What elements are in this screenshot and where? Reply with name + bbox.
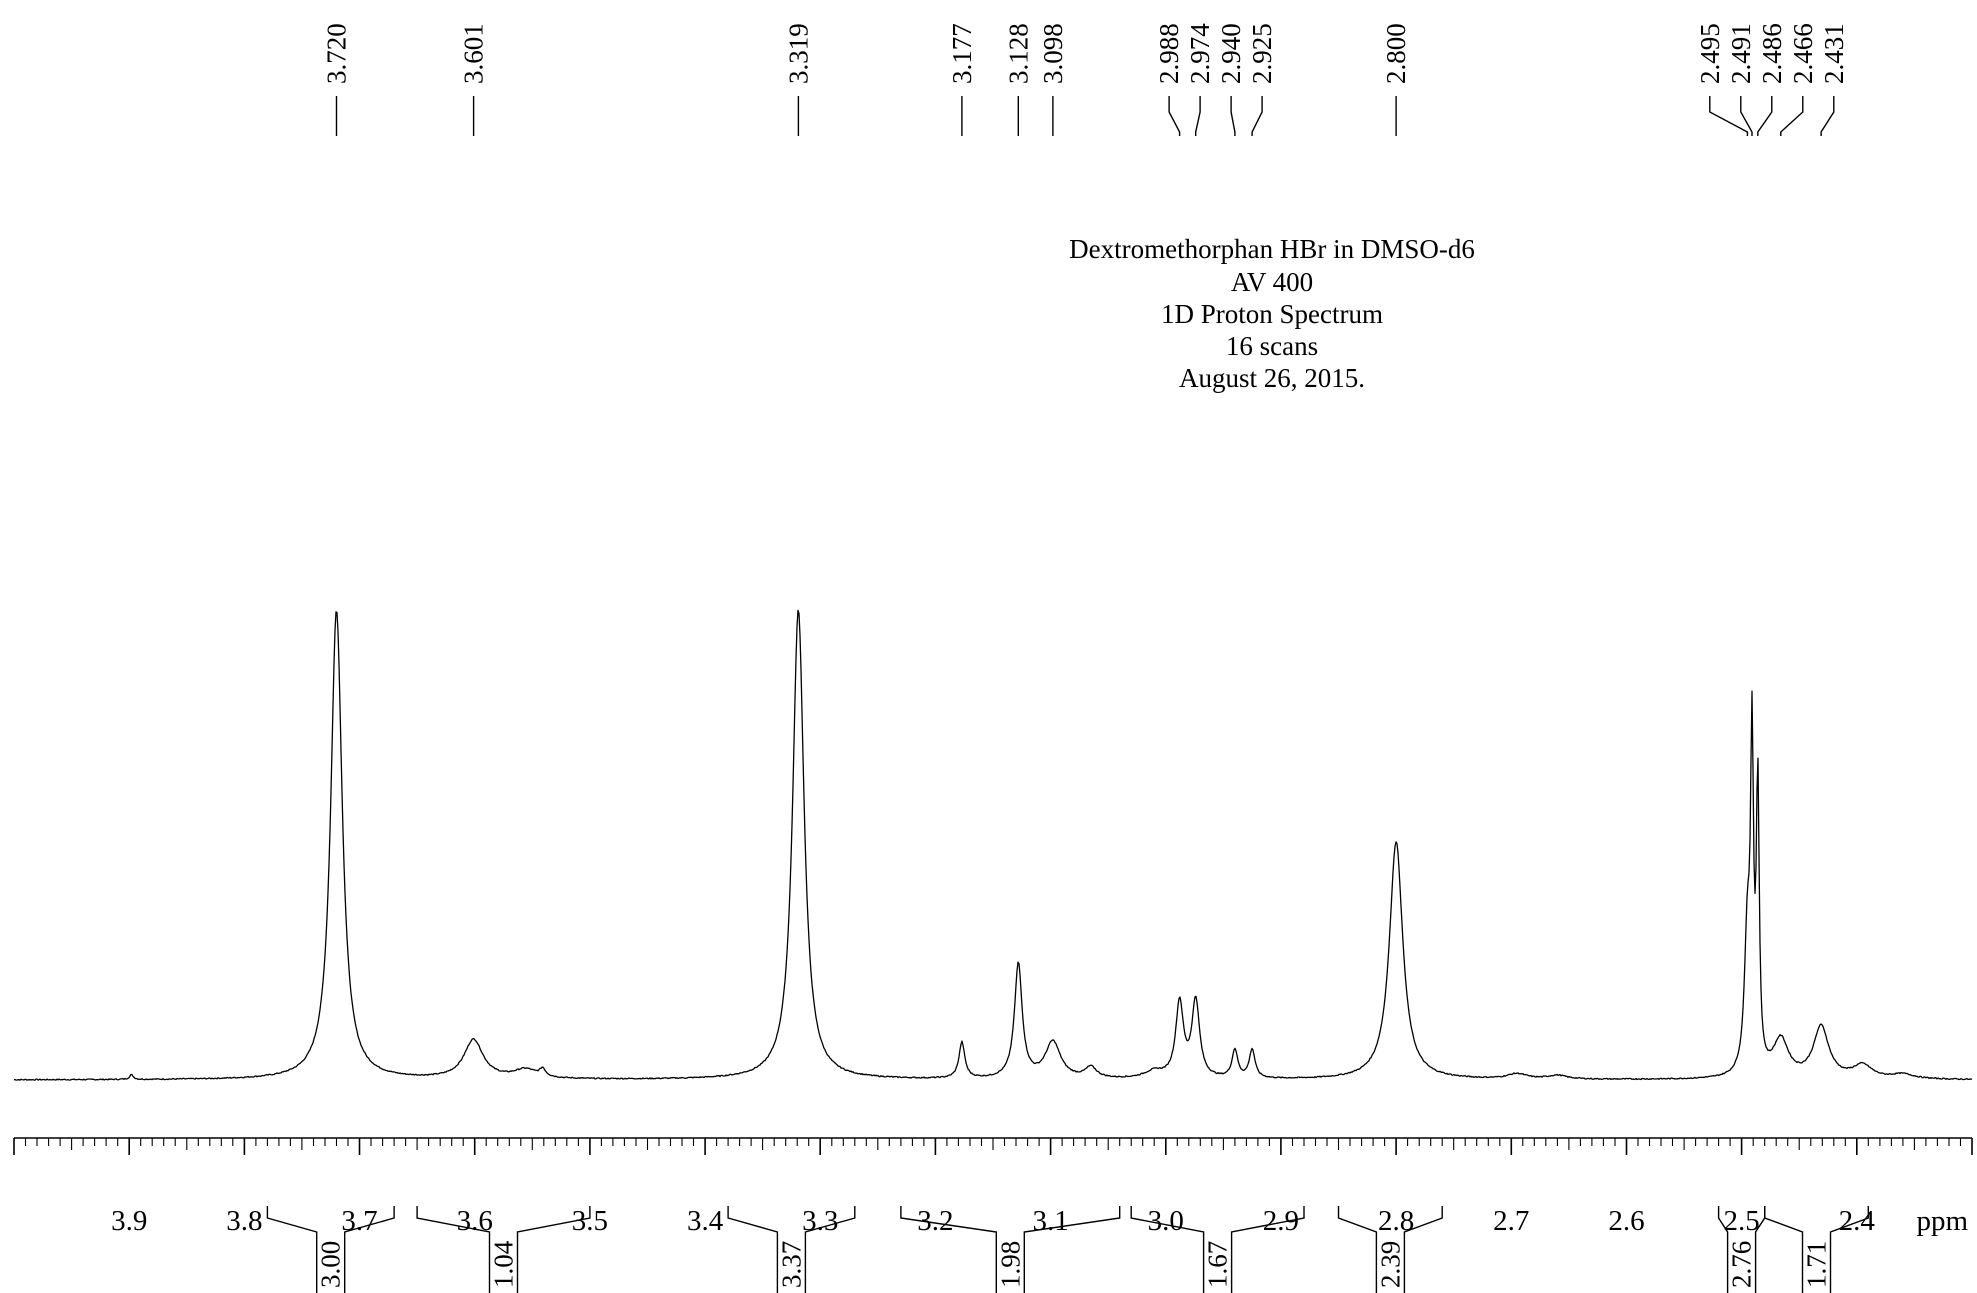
peak-label-group: 3.128 xyxy=(1003,23,1033,136)
peak-label: 2.800 xyxy=(1381,23,1411,84)
x-axis-tick-label: 3.0 xyxy=(1148,1205,1184,1237)
integral-value: 3.00 xyxy=(316,1241,346,1288)
x-axis-tick-label: 3.4 xyxy=(687,1205,724,1237)
integral-bracket: 2.39 xyxy=(1337,1206,1443,1293)
integral-bracket-line xyxy=(416,1206,591,1293)
integral-bracket: 3.37 xyxy=(727,1206,856,1293)
info-line-experiment: 1D Proton Spectrum xyxy=(1161,299,1383,329)
peak-label-group: 2.486 xyxy=(1757,23,1787,136)
peak-label-group: 3.098 xyxy=(1038,23,1068,136)
integral-bracket-line xyxy=(727,1206,856,1293)
peak-label-group: 2.940 xyxy=(1216,23,1246,136)
peak-label-group: 2.466 xyxy=(1780,23,1818,136)
peak-label: 2.431 xyxy=(1819,23,1849,84)
x-axis-tick-label: 2.8 xyxy=(1378,1205,1414,1237)
peak-label-group: 2.431 xyxy=(1819,23,1849,136)
x-axis-tick-label: 2.9 xyxy=(1263,1205,1299,1237)
peak-label-group: 2.925 xyxy=(1247,23,1277,136)
x-axis-tick-label: 3.7 xyxy=(341,1205,377,1237)
peak-label-connector xyxy=(1820,96,1835,136)
x-axis-tick-label: 2.5 xyxy=(1723,1205,1759,1237)
integral-bracket-line xyxy=(1764,1206,1869,1293)
peak-label: 3.720 xyxy=(322,23,352,84)
integral-bracket: 1.04 xyxy=(416,1206,591,1293)
peak-label: 3.177 xyxy=(947,23,977,84)
integral-value: 2.76 xyxy=(1727,1241,1757,1288)
x-axis-tick-label: 3.1 xyxy=(1032,1205,1068,1237)
peak-label: 3.098 xyxy=(1038,23,1068,84)
spectrum-trace xyxy=(13,609,1973,1081)
peak-label: 2.974 xyxy=(1185,23,1215,84)
peak-label-connector xyxy=(1251,96,1263,136)
integral-value: 1.98 xyxy=(995,1241,1025,1288)
info-line-instrument: AV 400 xyxy=(1231,267,1313,297)
peak-label-group: 2.800 xyxy=(1381,23,1411,136)
x-axis-tick-label: 3.8 xyxy=(226,1205,262,1237)
peak-label-group: 3.319 xyxy=(783,23,813,136)
integral-bracket-line xyxy=(1337,1206,1443,1293)
integral-bracket: 1.98 xyxy=(900,1206,1121,1293)
peak-label-connector xyxy=(1740,96,1753,136)
integral-value: 3.37 xyxy=(776,1241,806,1288)
peak-label: 3.319 xyxy=(783,23,813,84)
peak-label-group: 2.974 xyxy=(1185,23,1215,136)
integral-value: 1.71 xyxy=(1802,1241,1832,1288)
x-axis-ticks: 3.9 3.8 3.7 3.6 3.5 3.4 3.3 3.2 3.1 3.0 2.9 2.8 2.7 2… xyxy=(13,1138,1973,1237)
peak-label: 2.466 xyxy=(1788,23,1818,84)
peak-label-connector xyxy=(1780,96,1804,136)
peak-label-group: 2.495 xyxy=(1695,23,1749,136)
peak-label: 3.128 xyxy=(1003,23,1033,84)
integral-bracket: 2.76 xyxy=(1717,1206,1766,1293)
peak-label-group: 3.720 xyxy=(322,23,352,136)
integral-bracket: 3.00 xyxy=(266,1206,395,1293)
integral-value: 1.67 xyxy=(1203,1241,1233,1288)
peak-label-connector xyxy=(1757,96,1773,136)
integral-bracket: 1.67 xyxy=(1130,1206,1305,1293)
integral-bracket-line xyxy=(266,1206,395,1293)
peak-label-group: 3.177 xyxy=(947,23,977,136)
peak-label: 2.491 xyxy=(1726,23,1756,84)
x-axis-tick-label: 3.3 xyxy=(802,1205,838,1237)
x-axis-tick-label: 2.6 xyxy=(1608,1205,1644,1237)
peak-label-group: 3.601 xyxy=(459,23,489,136)
peak-labels: 3.720 3.601 3.319 3.177 3.128 3.098 2.988 2.974… xyxy=(322,23,1849,136)
peak-label: 2.940 xyxy=(1216,23,1246,84)
info-line-sample: Dextromethorphan HBr in DMSO-d6 xyxy=(1069,234,1475,264)
spectrum-info-block: Dextromethorphan HBr in DMSO-d6 AV 400 1… xyxy=(1069,234,1475,393)
peak-label-connector xyxy=(1230,96,1236,136)
peak-label-connector xyxy=(1709,96,1749,136)
integral-value: 2.39 xyxy=(1375,1241,1405,1288)
peak-label: 2.925 xyxy=(1247,23,1277,84)
peak-label-connector xyxy=(1195,96,1201,136)
peak-label-connector xyxy=(1168,96,1181,136)
peak-label: 3.601 xyxy=(459,23,489,84)
peak-label-group: 2.988 xyxy=(1154,23,1184,136)
peak-label-group: 2.491 xyxy=(1726,23,1756,136)
integral-bracket-line xyxy=(900,1206,1121,1293)
peak-label: 2.988 xyxy=(1154,23,1184,84)
x-axis-tick-label: 3.9 xyxy=(111,1205,147,1237)
integral-bracket-line xyxy=(1130,1206,1305,1293)
peak-label: 2.486 xyxy=(1757,23,1787,84)
integral-value: 1.04 xyxy=(489,1240,519,1288)
integral-brackets: 3.00 1.04 3.37 1.98 1.67 2.39 2.76 1.71 xyxy=(266,1206,1869,1293)
info-line-scans: 16 scans xyxy=(1226,331,1318,361)
info-line-date: August 26, 2015. xyxy=(1179,363,1365,393)
x-axis-unit-label: ppm xyxy=(1916,1205,1968,1237)
peak-label: 2.495 xyxy=(1695,23,1725,84)
integral-bracket: 1.71 xyxy=(1764,1206,1869,1293)
x-axis-tick-label: 2.4 xyxy=(1839,1205,1876,1237)
x-axis-tick-label: 2.7 xyxy=(1493,1205,1529,1237)
